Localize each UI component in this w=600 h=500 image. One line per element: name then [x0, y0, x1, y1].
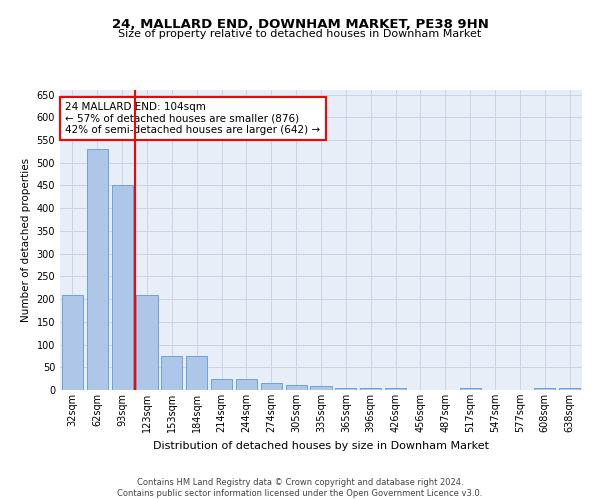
Bar: [87, 149, 108, 390]
Bar: [385, 388, 406, 390]
Bar: [310, 386, 332, 390]
Bar: [211, 378, 232, 390]
Bar: [360, 388, 381, 390]
Bar: [136, 294, 158, 390]
Bar: [186, 356, 207, 390]
Text: 24, MALLARD END, DOWNHAM MARKET, PE38 9HN: 24, MALLARD END, DOWNHAM MARKET, PE38 9H…: [112, 18, 488, 30]
Bar: [335, 388, 356, 390]
Bar: [559, 388, 580, 390]
Bar: [112, 186, 133, 390]
Bar: [534, 388, 555, 390]
Text: Contains HM Land Registry data © Crown copyright and database right 2024.
Contai: Contains HM Land Registry data © Crown c…: [118, 478, 482, 498]
Bar: [460, 388, 481, 390]
X-axis label: Distribution of detached houses by size in Downham Market: Distribution of detached houses by size …: [153, 440, 489, 450]
Bar: [261, 383, 282, 390]
Text: 24 MALLARD END: 104sqm
← 57% of detached houses are smaller (876)
42% of semi-de: 24 MALLARD END: 104sqm ← 57% of detached…: [65, 102, 320, 135]
Bar: [236, 378, 257, 390]
Bar: [286, 384, 307, 390]
Bar: [161, 356, 182, 390]
Y-axis label: Number of detached properties: Number of detached properties: [21, 158, 31, 322]
Bar: [62, 296, 83, 390]
Text: Size of property relative to detached houses in Downham Market: Size of property relative to detached ho…: [118, 29, 482, 39]
